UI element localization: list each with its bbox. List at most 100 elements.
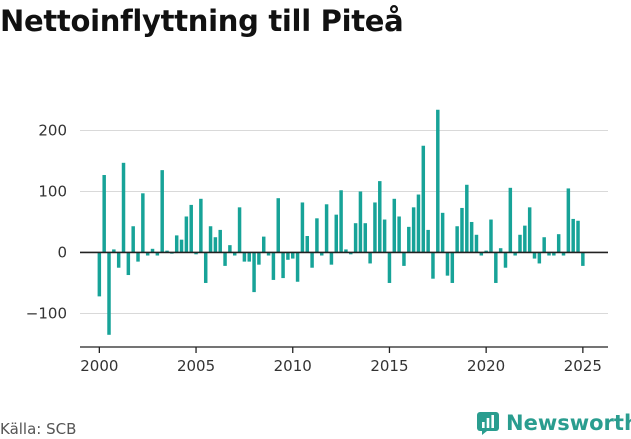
bar — [571, 218, 575, 253]
bar — [237, 207, 242, 253]
bar — [498, 248, 503, 253]
bar — [523, 225, 527, 253]
bar — [266, 252, 271, 256]
y-tick-label: 200 — [38, 121, 67, 139]
y-tick-label: 0 — [57, 243, 67, 261]
bar — [402, 252, 406, 266]
bar — [537, 252, 542, 264]
bar — [503, 252, 508, 268]
bar — [126, 252, 131, 276]
bar — [223, 252, 227, 266]
bar — [121, 162, 126, 253]
bar — [474, 234, 479, 253]
bar — [218, 229, 222, 253]
bar — [378, 181, 382, 253]
bar — [261, 236, 266, 253]
bar — [315, 218, 319, 253]
bar — [271, 252, 276, 280]
bar — [276, 198, 280, 253]
bar — [416, 194, 421, 253]
bar — [460, 207, 464, 253]
bar — [382, 219, 387, 253]
bar — [445, 252, 450, 276]
bar — [324, 204, 329, 253]
bar — [97, 252, 102, 297]
x-tick-label: 2015 — [370, 357, 408, 375]
bar — [552, 252, 556, 256]
bar — [295, 252, 300, 282]
bar — [339, 190, 343, 253]
y-tick-label: −100 — [26, 304, 67, 322]
bar — [247, 252, 251, 262]
bar — [440, 212, 445, 253]
bar — [353, 223, 358, 253]
bar — [112, 249, 116, 253]
x-tick-label: 2010 — [274, 357, 312, 375]
bar — [581, 252, 585, 266]
bar — [513, 252, 517, 256]
bar — [286, 252, 290, 260]
bar — [334, 214, 339, 253]
bar — [291, 252, 295, 259]
bar — [532, 252, 537, 259]
bar — [426, 229, 430, 253]
bar — [455, 226, 459, 253]
bar — [213, 237, 218, 253]
axes: −100 0 100 200 2000 2005 2010 2015 2020 2025 — [26, 121, 608, 375]
bar — [310, 252, 314, 268]
bar — [421, 145, 426, 253]
bar — [184, 216, 189, 253]
bar — [527, 207, 532, 253]
bar — [102, 175, 106, 253]
x-tick-label: 2020 — [467, 357, 505, 375]
bar — [363, 223, 368, 253]
bar — [145, 252, 150, 256]
bar — [136, 252, 140, 262]
brand-logo[interactable]: Newsworthy — [476, 408, 631, 438]
bar — [518, 234, 522, 253]
brand-name: Newsworthy — [506, 411, 631, 435]
bar — [199, 198, 203, 253]
bar — [232, 252, 237, 256]
bar — [484, 250, 488, 253]
bar — [320, 252, 324, 256]
bar — [566, 188, 571, 253]
y-tick-label: 100 — [38, 182, 67, 200]
gridlines — [80, 129, 608, 314]
bar — [407, 226, 411, 253]
bar — [373, 202, 377, 253]
bar — [174, 235, 179, 253]
bar — [450, 252, 455, 283]
bar — [547, 252, 551, 256]
bar — [368, 252, 372, 264]
bar — [228, 245, 232, 253]
bar — [242, 252, 247, 262]
bar — [208, 226, 213, 253]
bar — [436, 109, 440, 253]
chart-title: Nettoinflyttning till Piteå — [0, 4, 404, 38]
bar — [387, 252, 392, 283]
x-tick-label: 2000 — [80, 357, 118, 375]
bar — [358, 191, 363, 253]
bar — [392, 198, 397, 253]
bar — [542, 237, 546, 253]
bar — [469, 221, 474, 253]
x-tick-label: 2005 — [177, 357, 215, 375]
bar — [107, 252, 111, 335]
bar — [160, 170, 164, 253]
bar — [155, 252, 160, 256]
bar — [194, 252, 198, 255]
bar — [349, 252, 353, 255]
bar — [411, 207, 416, 253]
bar — [165, 250, 169, 253]
bar — [479, 252, 484, 256]
bar — [344, 249, 348, 253]
x-tick-label: 2025 — [564, 357, 602, 375]
bar-chart: −100 0 100 200 2000 2005 2010 2015 2020 2025 — [26, 109, 608, 375]
bar — [329, 252, 334, 265]
bar — [203, 252, 208, 283]
bar — [252, 252, 256, 293]
bar — [131, 226, 135, 253]
bar — [257, 252, 261, 265]
source-note: Källa: SCB — [0, 420, 77, 438]
